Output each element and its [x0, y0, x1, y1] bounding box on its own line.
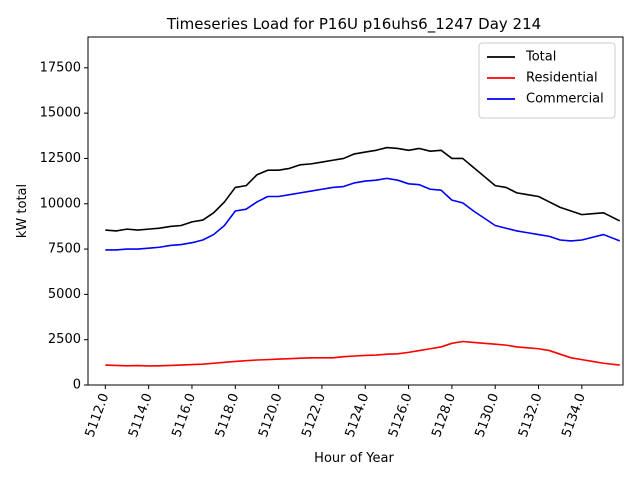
y-tick-label: 17500	[40, 60, 81, 75]
y-tick-label: 15000	[40, 106, 81, 121]
legend-label-commercial: Commercial	[526, 92, 604, 107]
y-axis-label: kW total	[15, 184, 30, 238]
series-line-residential	[105, 340, 620, 367]
y-tick-label: 10000	[40, 196, 81, 211]
y-tick-label: 2500	[48, 332, 81, 347]
chart-title: Timeseries Load for P16U p16uhs6_1247 Da…	[166, 15, 541, 34]
y-tick-label: 7500	[48, 242, 81, 257]
series-line-total	[105, 146, 621, 232]
series-line-commercial	[105, 177, 621, 251]
x-axis-label: Hour of Year	[314, 451, 394, 466]
legend-label-residential: Residential	[526, 71, 598, 86]
y-tick-label: 12500	[40, 151, 81, 166]
axes-frame	[87, 36, 624, 386]
y-tick-label: 0	[73, 378, 81, 393]
legend: Total Residential Commercial	[478, 42, 616, 119]
y-tick-label: 5000	[48, 287, 81, 302]
legend-label-total: Total	[525, 50, 556, 65]
